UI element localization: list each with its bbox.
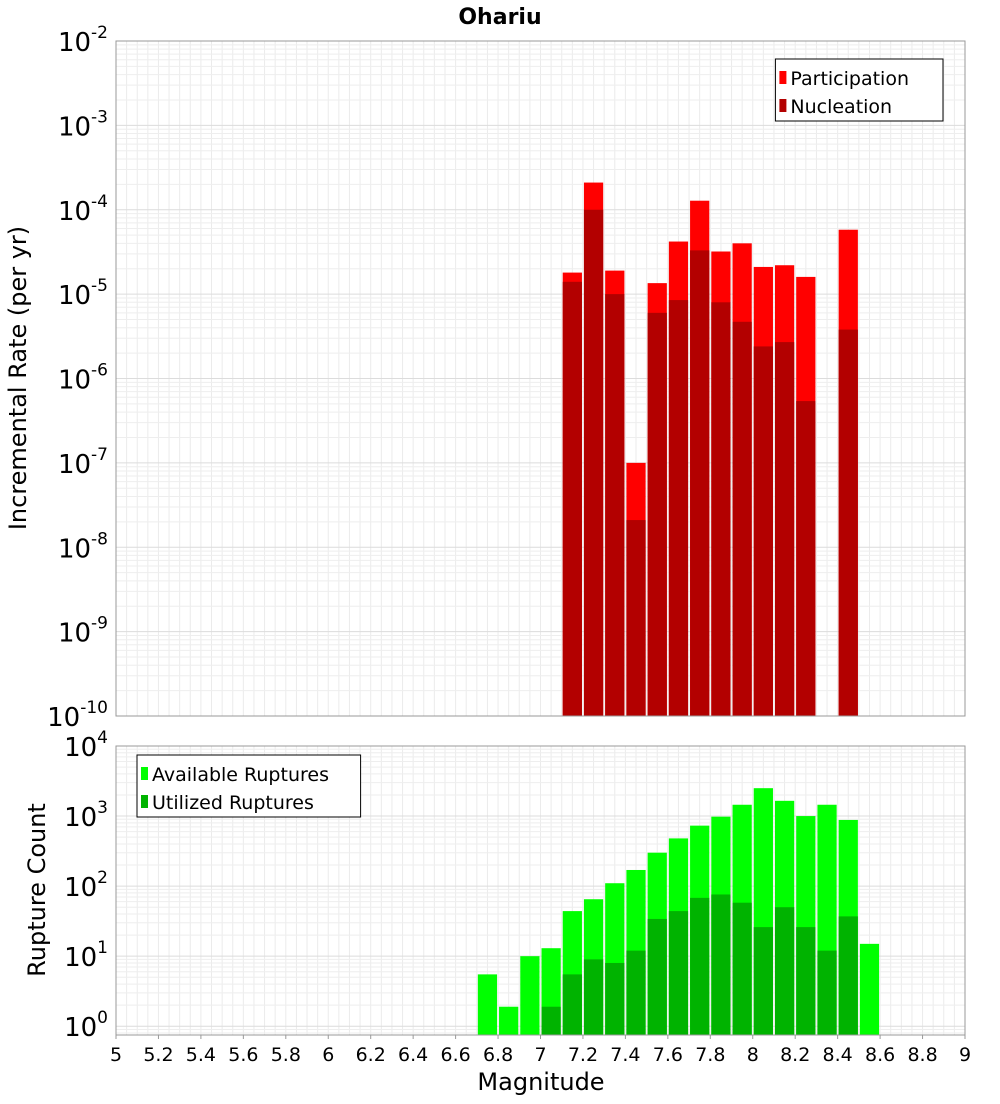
x-tick-label: 6.4 [398,1044,428,1066]
bar-nucleation [648,313,667,716]
legend-entry: Participation [790,68,909,90]
bar-utilized-ruptures [669,911,688,1035]
legend: Participation Nucleation [775,59,943,121]
bar-nucleation [626,520,645,716]
bar-utilized-ruptures [626,951,645,1035]
bar-nucleation [711,302,730,716]
x-tick-label: 8 [747,1044,759,1066]
x-tick-label: 8.4 [823,1044,853,1066]
chart-figure: Ohariu Incremental Rate (per yr) Rupture… [0,0,1000,1100]
bar-utilized-ruptures [584,959,603,1035]
legend-entry: Utilized Ruptures [152,792,314,814]
bar-utilized-ruptures [605,963,624,1035]
x-tick-label: 6.6 [440,1044,470,1066]
bar-utilized-ruptures [733,903,752,1035]
grid-lines [116,41,965,716]
x-tick-label: 5.4 [186,1044,216,1066]
legend-entry: Available Ruptures [152,764,329,786]
bar-utilized-ruptures [796,927,815,1035]
legend-swatch [141,767,148,780]
x-tick-label: 7.4 [610,1044,640,1066]
x-axis-label: Magnitude [477,1068,604,1096]
x-tick-label: 5.6 [228,1044,258,1066]
bar-utilized-ruptures [648,919,667,1035]
bar-utilized-ruptures [563,974,582,1035]
x-tick-label: 7.8 [695,1044,725,1066]
x-tick-label: 5.8 [271,1044,301,1066]
bar-available-ruptures [520,956,539,1035]
legend-swatch [779,71,786,84]
chart-svg: Ohariu Incremental Rate (per yr) Rupture… [0,0,1000,1100]
x-tick-label: 6.8 [483,1044,513,1066]
x-tick-label: 5.2 [143,1044,173,1066]
legend: Available Ruptures Utilized Ruptures [137,755,361,817]
bar-nucleation [690,250,709,716]
bar-nucleation [754,346,773,716]
x-tick-label: 6 [322,1044,334,1066]
bar-nucleation [584,210,603,716]
bar-available-ruptures [860,944,879,1035]
x-tick-label: 7 [534,1044,546,1066]
bar-nucleation [796,401,815,716]
bar-nucleation [733,322,752,716]
x-tick-label: 6.2 [356,1044,386,1066]
bar-nucleation [563,282,582,716]
chart-title: Ohariu [458,5,541,30]
bar-nucleation [669,300,688,716]
legend-swatch [779,99,786,112]
x-tick-label: 9 [959,1044,971,1066]
x-tick-label: 5 [110,1044,122,1066]
x-tick-label: 8.2 [780,1044,810,1066]
x-tick-label: 7.6 [653,1044,683,1066]
bar-available-ruptures [499,1007,518,1035]
x-tick-label: 8.8 [907,1044,937,1066]
x-tick-label: 7.2 [568,1044,598,1066]
bar-utilized-ruptures [775,907,794,1035]
bar-utilized-ruptures [711,894,730,1035]
top-plot-area: 10-1010-910-810-710-610-510-410-310-2Par… [47,23,965,733]
bar-utilized-ruptures [839,916,858,1035]
bar-utilized-ruptures [542,1007,561,1035]
x-tick-label: 8.6 [865,1044,895,1066]
bar-utilized-ruptures [754,927,773,1035]
legend-entry: Nucleation [790,96,892,118]
legend-swatch [141,795,148,808]
bar-utilized-ruptures [690,898,709,1035]
bar-available-ruptures [478,974,497,1035]
bar-utilized-ruptures [817,951,836,1035]
bar-nucleation [775,342,794,716]
top-y-axis-label: Incremental Rate (per yr) [4,226,32,530]
bottom-y-axis-label: Rupture Count [23,803,51,977]
bar-nucleation [605,294,624,716]
bar-nucleation [839,330,858,716]
